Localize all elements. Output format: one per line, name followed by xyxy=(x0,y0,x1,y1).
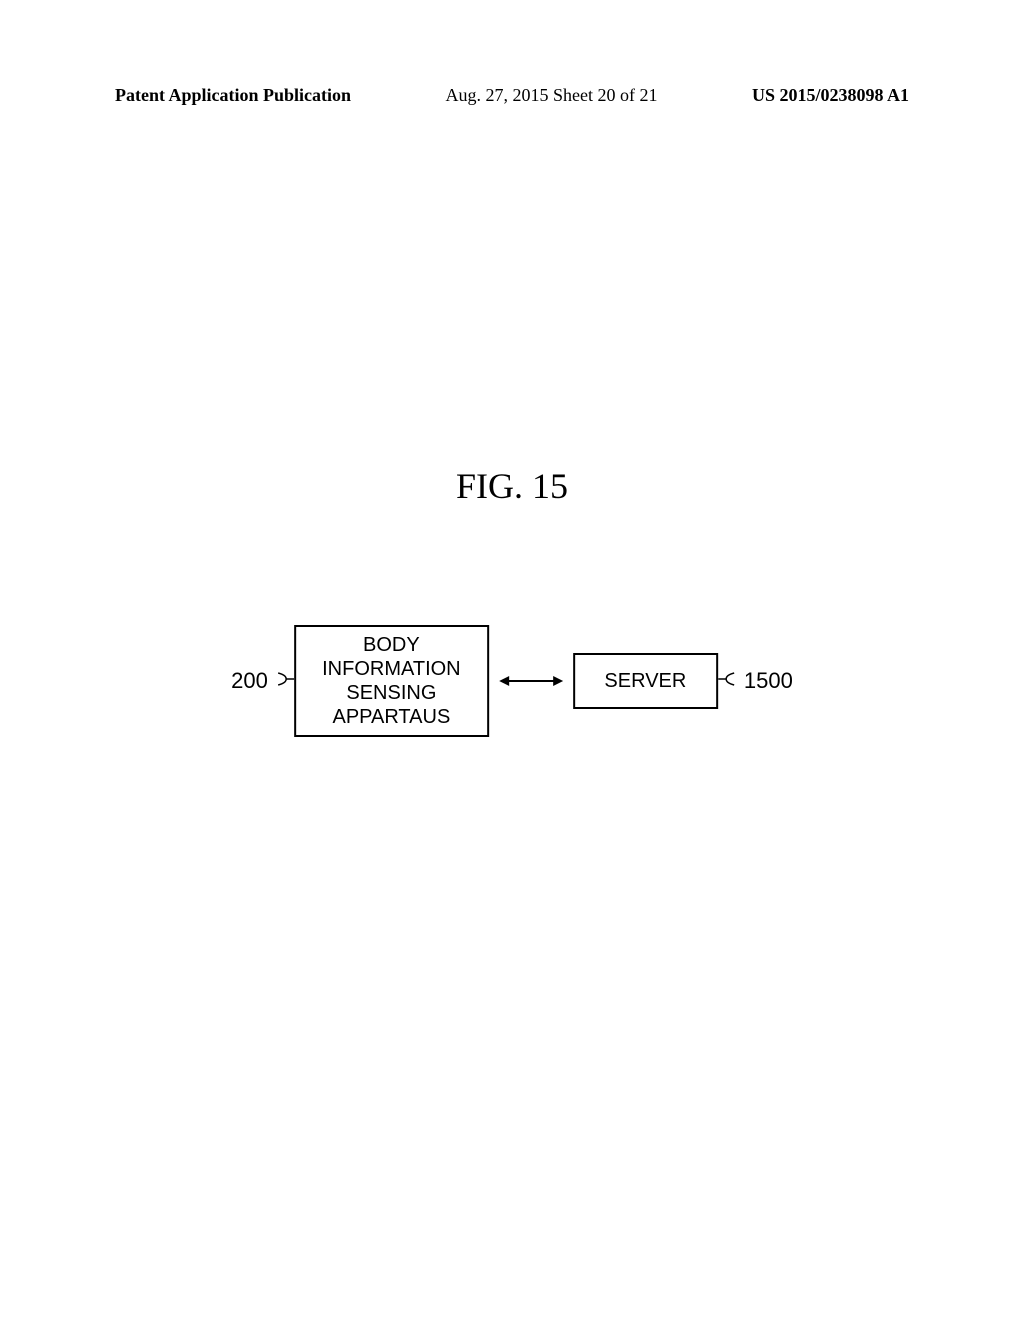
server-box: SERVER xyxy=(573,653,718,709)
box-right-label: SERVER xyxy=(604,670,686,692)
page-header: Patent Application Publication Aug. 27, … xyxy=(0,85,1024,106)
reference-numeral-right: 1500 xyxy=(744,668,793,694)
reference-numeral-left: 200 xyxy=(231,668,268,694)
header-date-sheet: Aug. 27, 2015 Sheet 20 of 21 xyxy=(446,85,658,106)
bidirectional-arrow xyxy=(499,673,563,689)
connector-curve-left xyxy=(276,671,294,692)
box-left-line1: BODY INFORMATION xyxy=(310,633,473,681)
body-info-sensing-box: BODY INFORMATION SENSING APPARTAUS xyxy=(294,625,489,737)
header-publication-type: Patent Application Publication xyxy=(115,85,351,106)
figure-title: FIG. 15 xyxy=(456,465,568,507)
header-patent-number: US 2015/0238098 A1 xyxy=(752,85,909,106)
connector-curve-right xyxy=(718,671,736,692)
box-left-line2: SENSING APPARTAUS xyxy=(310,681,473,729)
block-diagram: 200 BODY INFORMATION SENSING APPARTAUS S… xyxy=(231,625,793,737)
